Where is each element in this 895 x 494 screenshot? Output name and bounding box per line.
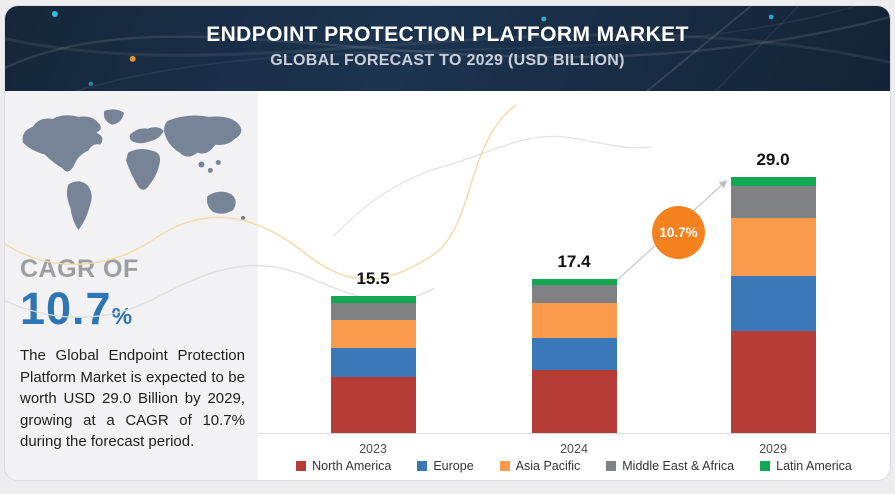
bar-2024[interactable] (531, 279, 617, 433)
legend-item-asia-pacific[interactable]: Asia Pacific (499, 459, 581, 473)
bar-segment-latin-america[interactable] (531, 279, 617, 285)
bar-segment-europe[interactable] (531, 337, 617, 371)
bar-segment-north-america[interactable] (531, 370, 617, 433)
cagr-value: 10.7% (20, 286, 245, 331)
world-map (13, 101, 251, 253)
sidebar: CAGR OF 10.7% The Global Endpoint Protec… (5, 91, 258, 480)
legend-item-europe[interactable]: Europe (417, 459, 474, 473)
world-map-graphic (22, 109, 246, 230)
legend-label-latin-america: Latin America (776, 459, 852, 473)
bar-segment-europe[interactable] (330, 348, 416, 378)
cagr-bubble: 10.7% (652, 206, 705, 259)
legend-item-middle-east-africa[interactable]: Middle East & Africa (606, 459, 734, 473)
legend-swatch-north-america (296, 461, 307, 471)
x-axis-label-2023: 2023 (359, 442, 387, 456)
legend-label-europe: Europe (433, 459, 474, 473)
cagr-percent-sign: % (111, 303, 133, 329)
header-banner: ENDPOINT PROTECTION PLATFORM MARKET GLOB… (5, 6, 890, 91)
infographic-card: ENDPOINT PROTECTION PLATFORM MARKET GLOB… (4, 5, 891, 481)
legend-swatch-europe (417, 461, 428, 471)
cagr-number: 10.7 (20, 283, 112, 334)
bar-segment-middle-east-africa[interactable] (531, 284, 617, 304)
bar-segment-latin-america[interactable] (730, 177, 816, 186)
legend-label-north-america: North America (312, 459, 392, 473)
x-axis: 2023 2024 2029 (258, 442, 890, 460)
bar-segment-asia-pacific[interactable] (531, 303, 617, 338)
content-area: CAGR OF 10.7% The Global Endpoint Protec… (5, 91, 890, 480)
legend-label-asia-pacific: Asia Pacific (515, 459, 581, 473)
bar-segment-asia-pacific[interactable] (330, 320, 416, 349)
page-title: ENDPOINT PROTECTION PLATFORM MARKET (206, 23, 689, 46)
legend-swatch-middle-east-africa (606, 461, 617, 471)
bar-segment-asia-pacific[interactable] (730, 217, 816, 276)
bar-segment-europe[interactable] (730, 275, 816, 331)
bar-value-label-2023: 15.5 (356, 269, 390, 289)
plot-area: 10.7% 15.5 17.4 29.0 (258, 91, 890, 434)
bar-segment-north-america[interactable] (730, 330, 816, 433)
market-description: The Global Endpoint Protection Platform … (20, 347, 245, 451)
chart-area: 10.7% 15.5 17.4 29.0 2023 2024 2029 North Am… (258, 91, 890, 480)
bar-2023[interactable] (330, 296, 416, 433)
bar-segment-middle-east-africa[interactable] (730, 185, 816, 218)
bar-segment-middle-east-africa[interactable] (330, 303, 416, 321)
legend-swatch-asia-pacific (499, 461, 510, 471)
x-axis-label-2029: 2029 (759, 442, 787, 456)
header-network-graphic (5, 6, 890, 91)
bar-segment-north-america[interactable] (330, 377, 416, 433)
legend-item-latin-america[interactable]: Latin America (760, 459, 852, 473)
cagr-label: CAGR OF (20, 255, 139, 283)
legend-item-north-america[interactable]: North America (296, 459, 391, 473)
x-axis-label-2024: 2024 (560, 442, 588, 456)
bar-2029[interactable] (730, 177, 816, 433)
cagr-bubble-label: 10.7% (659, 225, 698, 240)
bar-segment-latin-america[interactable] (330, 296, 416, 304)
legend: North America Europe Asia Pacific Middle Ea… (258, 459, 890, 473)
bar-value-label-2029: 29.0 (756, 149, 790, 169)
cagr-block: CAGR OF 10.7% The Global Endpoint Protec… (20, 255, 245, 453)
page-subtitle: GLOBAL FORECAST TO 2029 (USD BILLION) (270, 52, 625, 69)
legend-label-middle-east-africa: Middle East & Africa (622, 459, 735, 473)
legend-swatch-latin-america (760, 461, 771, 471)
bar-value-label-2024: 17.4 (557, 252, 591, 272)
